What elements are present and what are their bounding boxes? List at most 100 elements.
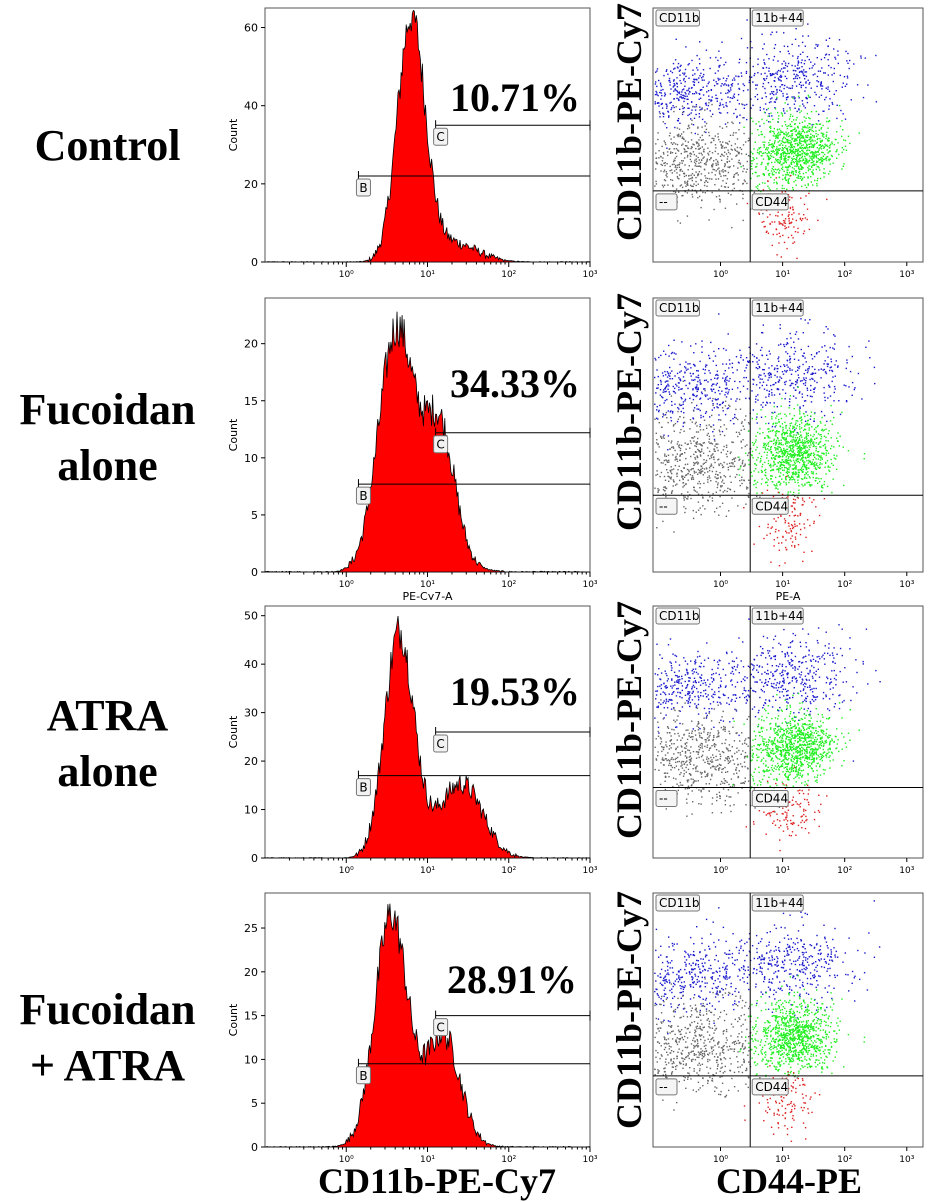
point-negative [779, 161, 782, 163]
point-cd11b [827, 45, 829, 48]
point-cd11b [833, 67, 835, 70]
point-cd11b [795, 397, 797, 399]
point-negative [695, 171, 697, 173]
point-cd11b [786, 369, 788, 372]
point-cd11b [794, 429, 796, 431]
point-double-positive [819, 137, 821, 140]
point-double-positive [802, 130, 805, 132]
point-cd11b [658, 79, 660, 82]
point-negative [720, 451, 722, 454]
point-double-positive [805, 436, 807, 438]
point-cd11b [794, 77, 797, 79]
point-double-positive [797, 144, 799, 147]
point-negative [698, 162, 700, 164]
point-negative [727, 487, 729, 490]
point-cd11b [777, 388, 779, 390]
point-cd11b [805, 361, 807, 363]
point-cd11b [809, 96, 811, 99]
point-cd11b [820, 410, 823, 413]
point-cd11b [762, 85, 764, 88]
point-cd11b [697, 695, 699, 697]
point-double-positive [772, 151, 774, 153]
point-double-positive [773, 440, 775, 442]
point-double-positive [802, 485, 804, 487]
point-double-positive [835, 151, 837, 153]
point-cd44 [788, 220, 790, 222]
point-cd11b [719, 403, 722, 406]
point-double-positive [827, 432, 829, 435]
point-negative [660, 170, 662, 172]
point-negative [715, 491, 717, 493]
point-cd11b [816, 57, 818, 59]
point-cd44 [800, 219, 803, 222]
point-negative [718, 167, 720, 169]
point-negative [685, 457, 687, 460]
point-negative [769, 144, 771, 146]
point-cd11b [762, 324, 764, 326]
point-double-positive [819, 434, 821, 436]
point-negative [705, 461, 707, 463]
point-negative [713, 169, 716, 171]
point-cd44 [761, 221, 763, 223]
point-double-positive [796, 177, 798, 179]
point-cd11b [685, 361, 687, 363]
point-cd11b [683, 77, 685, 80]
point-double-positive [756, 163, 758, 165]
point-double-positive [801, 160, 803, 162]
point-cd11b [811, 372, 814, 374]
point-double-positive [825, 159, 828, 161]
point-negative [674, 449, 676, 452]
point-cd11b [688, 383, 691, 385]
point-cd11b [659, 654, 661, 656]
point-negative [736, 150, 738, 152]
point-negative [697, 148, 700, 150]
point-cd11b [699, 75, 701, 77]
point-negative [718, 138, 720, 141]
point-double-positive [789, 425, 792, 427]
point-cd11b [771, 73, 774, 75]
point-cd11b [802, 73, 804, 75]
point-cd11b [814, 63, 816, 65]
point-double-positive [819, 177, 822, 180]
point-double-positive [798, 423, 801, 426]
point-cd11b [757, 63, 759, 66]
point-cd11b [677, 67, 679, 69]
point-double-positive [791, 431, 793, 433]
point-double-positive [805, 171, 807, 174]
point-negative [717, 153, 719, 155]
point-negative [702, 429, 705, 431]
point-double-positive [799, 450, 801, 452]
point-negative [692, 151, 695, 153]
point-cd44 [790, 530, 792, 532]
point-cd11b [797, 60, 799, 62]
point-cd11b [756, 84, 758, 86]
point-double-positive [769, 131, 772, 133]
point-double-positive [793, 150, 795, 153]
point-cd11b [778, 379, 781, 381]
point-negative [771, 168, 773, 170]
point-negative [687, 169, 689, 171]
point-double-positive [771, 430, 773, 432]
point-cd11b [816, 381, 818, 384]
point-double-positive [804, 476, 806, 478]
point-double-positive [767, 115, 769, 117]
point-cd11b [829, 98, 831, 100]
point-cd11b [724, 378, 727, 380]
point-negative [705, 459, 708, 462]
point-double-positive [803, 159, 805, 161]
point-negative [674, 422, 677, 425]
point-cd11b [824, 360, 826, 362]
point-double-positive [778, 430, 780, 433]
point-cd44 [791, 545, 793, 547]
point-double-positive [812, 146, 815, 149]
point-cd44 [779, 222, 781, 224]
point-double-positive [794, 452, 796, 454]
point-negative [746, 168, 748, 170]
point-double-positive [841, 411, 843, 414]
point-cd11b [722, 363, 724, 365]
point-cd11b [811, 377, 813, 380]
point-double-positive [763, 146, 765, 148]
point-double-positive [844, 145, 847, 147]
point-negative [685, 483, 687, 486]
point-cd11b [675, 82, 678, 84]
